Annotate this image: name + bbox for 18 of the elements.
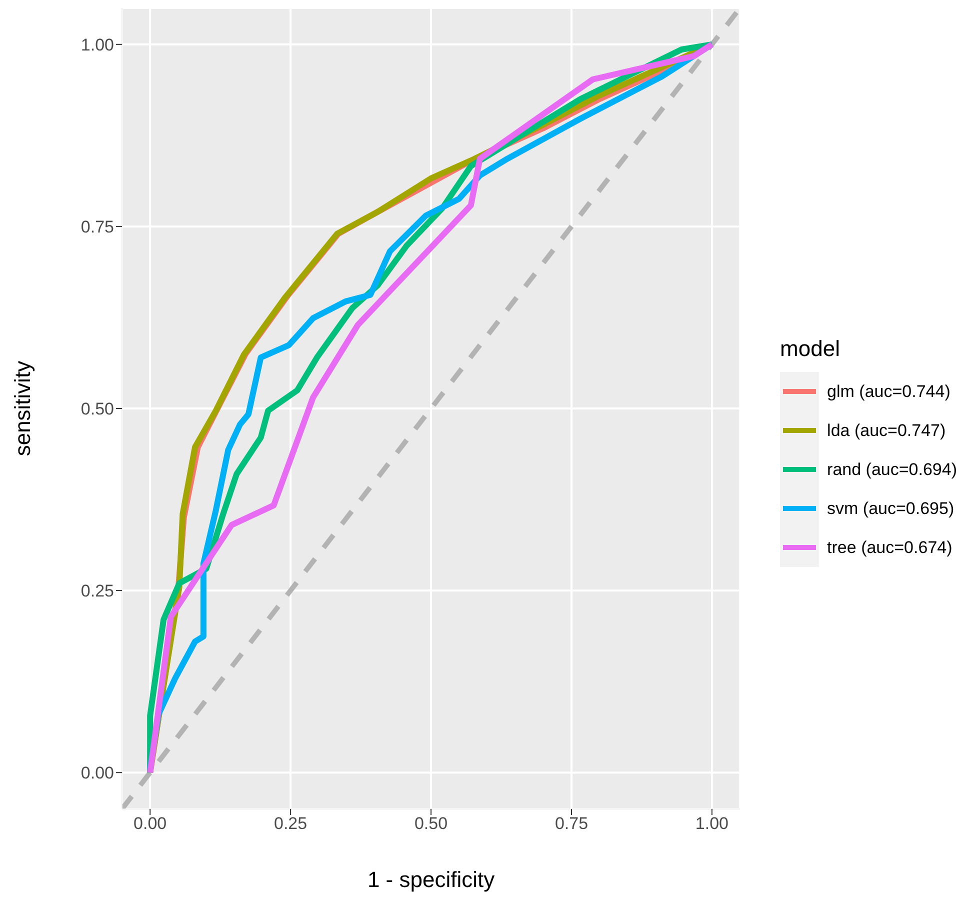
y-tick-label: 0.50 bbox=[80, 400, 114, 419]
legend-label: svm (auc=0.695) bbox=[827, 498, 954, 518]
legend-label: tree (auc=0.674) bbox=[827, 538, 952, 558]
x-tick-label: 0.50 bbox=[414, 814, 448, 834]
legend-title: model bbox=[780, 336, 841, 362]
x-tick-label: 0.75 bbox=[554, 814, 588, 834]
x-tick-label: 0.00 bbox=[134, 814, 167, 834]
legend-label: glm (auc=0.744) bbox=[827, 382, 950, 402]
y-axis-title: sensitivity bbox=[10, 360, 35, 456]
y-tick-label: 0.25 bbox=[80, 582, 114, 601]
x-tick-label: 1.00 bbox=[695, 814, 728, 834]
x-tick-label: 0.25 bbox=[274, 814, 308, 834]
y-tick-label: 0.75 bbox=[80, 217, 114, 236]
y-tick-label: 0.00 bbox=[80, 764, 114, 783]
x-axis-title: 1 - specificity bbox=[367, 867, 495, 892]
legend-label: rand (auc=0.694) bbox=[827, 460, 957, 480]
y-tick-label: 1.00 bbox=[80, 35, 114, 54]
legend-label: lda (auc=0.747) bbox=[827, 420, 946, 440]
